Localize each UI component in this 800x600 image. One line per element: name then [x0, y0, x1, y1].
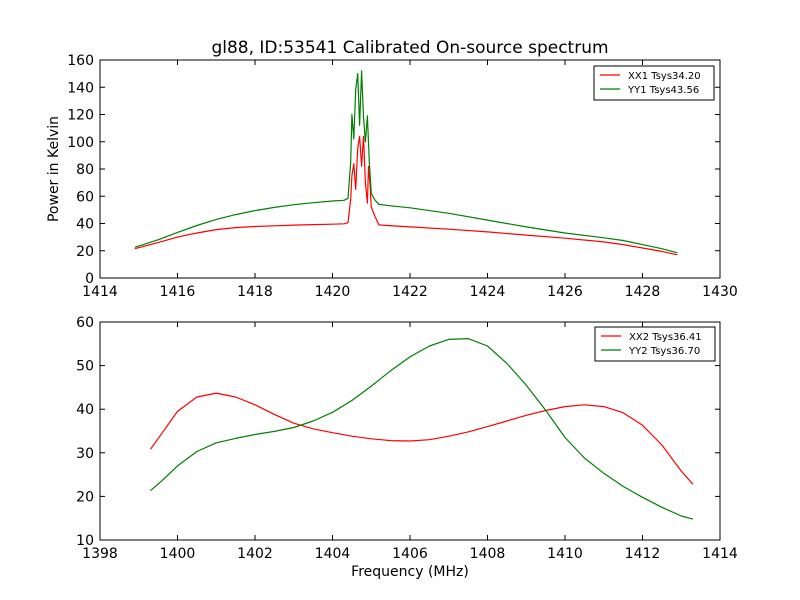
series-line-1 [149, 392, 694, 485]
y-tick-label: 80 [76, 162, 94, 178]
x-tick-label: 1426 [547, 284, 583, 300]
x-tick-label: 1406 [392, 546, 428, 562]
x-tick-label: 1404 [315, 546, 351, 562]
y-tick-label: 40 [76, 217, 94, 233]
legend-box [594, 326, 716, 362]
series-line-2 [150, 338, 694, 520]
y-axis-label: Power in Kelvin [46, 116, 62, 222]
y-tick-label: 60 [76, 189, 94, 205]
legend-label: YY1 Tsys43.56 [627, 85, 699, 96]
y-tick-label: 50 [76, 359, 94, 375]
x-tick-label: 1422 [392, 284, 428, 300]
x-tick-label: 1414 [702, 546, 738, 562]
top-plot: 1414 1416 1418 1420 1422 1424 1426 1428 1430 0 20 4… [67, 53, 738, 300]
y-tick-label: 140 [67, 80, 94, 96]
series-line-2 [134, 70, 678, 254]
x-tick-label: 1414 [82, 284, 118, 300]
legend-label: XX1 Tsys34.20 [628, 71, 701, 82]
y-tick-label: 30 [76, 446, 94, 462]
y-tick-label: 10 [76, 533, 94, 549]
y-tick-label: 60 [76, 315, 94, 331]
x-tick-label: 1428 [625, 284, 661, 300]
x-tick-label: 1398 [82, 546, 118, 562]
y-tick-label: 160 [67, 53, 94, 69]
x-tick-label: 1412 [625, 546, 661, 562]
y-tick-label: 40 [76, 402, 94, 418]
legend-box [593, 65, 715, 101]
x-tick-label: 1420 [315, 284, 351, 300]
x-tick-label: 1408 [470, 546, 506, 562]
legend-label: XX2 Tsys36.41 [629, 332, 702, 343]
x-axis-label: Frequency (MHz) [351, 564, 469, 580]
y-tick-label: 100 [67, 135, 94, 151]
x-tick-label: 1400 [160, 546, 196, 562]
x-tick-label: 1416 [160, 284, 196, 300]
x-tick-label: 1424 [470, 284, 506, 300]
series-line-1 [134, 135, 678, 256]
x-tick-label: 1430 [702, 284, 738, 300]
y-tick-label: 0 [85, 271, 94, 287]
legend: XX2 Tsys36.41 YY2 Tsys36.70 [594, 326, 716, 362]
bottom-plot: 1398 1400 1402 1404 1406 1408 1410 1412 1414 10 20… [76, 315, 738, 562]
legend-label: YY2 Tsys36.70 [628, 346, 700, 357]
y-tick-label: 120 [67, 108, 94, 124]
chart-title: gl88, ID:53541 Calibrated On-source spec… [211, 38, 608, 58]
x-tick-label: 1410 [547, 546, 583, 562]
y-tick-label: 20 [76, 489, 94, 505]
legend: XX1 Tsys34.20 YY1 Tsys43.56 [593, 65, 715, 101]
x-tick-label: 1402 [237, 546, 273, 562]
y-tick-label: 20 [76, 244, 94, 260]
x-tick-label: 1418 [237, 284, 273, 300]
